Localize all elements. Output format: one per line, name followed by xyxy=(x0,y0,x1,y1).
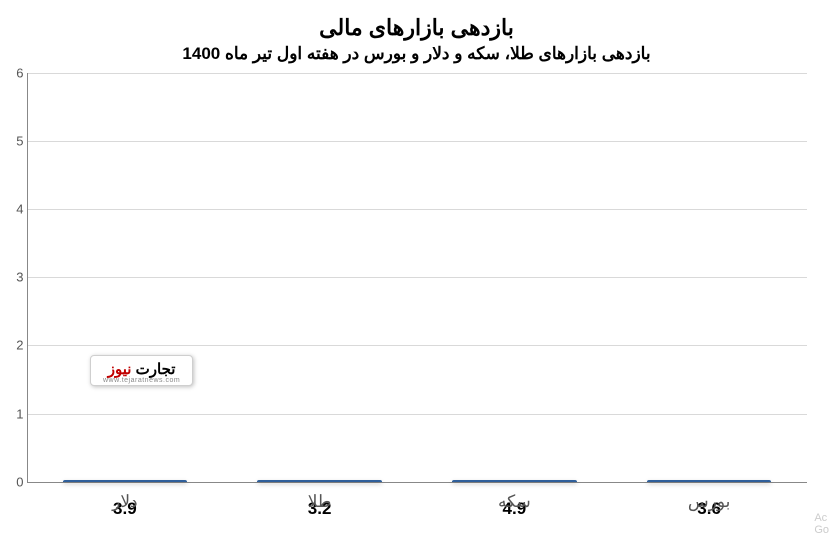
gridline xyxy=(28,414,807,415)
ytick-label: 6 xyxy=(4,65,24,80)
x-axis-label: دلار xyxy=(63,492,188,512)
ytick-label: 5 xyxy=(4,133,24,148)
bar-slot: 3.2 xyxy=(257,480,382,482)
chart-title: بازدهی بازارهای مالی xyxy=(16,14,817,43)
plot-area: 3.93.24.93.6 دلارطلاسکهبورس 0123456 xyxy=(27,73,807,483)
ytick-label: 3 xyxy=(4,270,24,285)
watermark-text-black: تجارت xyxy=(136,361,176,378)
bar-slot: 4.9 xyxy=(452,480,577,482)
bar: 3.2 xyxy=(257,480,382,482)
gridline xyxy=(28,73,807,74)
x-axis-labels: دلار طلا سکه بورس xyxy=(28,492,807,512)
corner-line1: Ac xyxy=(814,512,829,524)
gridline xyxy=(28,141,807,142)
ytick-label: 1 xyxy=(4,406,24,421)
corner-line2: Go xyxy=(814,524,829,536)
x-axis-label: طلا xyxy=(257,492,382,512)
ytick-label: 2 xyxy=(4,338,24,353)
x-axis-label: سکه xyxy=(452,492,577,512)
corner-text: Ac Go xyxy=(814,512,829,536)
chart-container: بازدهی بازارهای مالی بازدهی بازارهای طلا… xyxy=(0,0,833,538)
bar: 3.6 xyxy=(647,480,772,482)
ytick-label: 0 xyxy=(4,474,24,489)
bar: 4.9 xyxy=(452,480,577,482)
bar-slot: 3.9 xyxy=(63,480,188,482)
bar: 3.9 xyxy=(63,480,188,482)
x-axis-label: بورس xyxy=(647,492,772,512)
chart-subtitle: بازدهی بازارهای طلا، سکه و دلار و بورس د… xyxy=(16,43,817,65)
bar-slot: 3.6 xyxy=(647,480,772,482)
gridline xyxy=(28,209,807,210)
watermark-text-red: نیوز xyxy=(108,361,136,378)
gridline xyxy=(28,277,807,278)
watermark-url: www.tejaratnews.com xyxy=(103,377,180,384)
watermark-badge: تجارت نیوز www.tejaratnews.com xyxy=(90,355,193,386)
gridline xyxy=(28,345,807,346)
ytick-label: 4 xyxy=(4,202,24,217)
